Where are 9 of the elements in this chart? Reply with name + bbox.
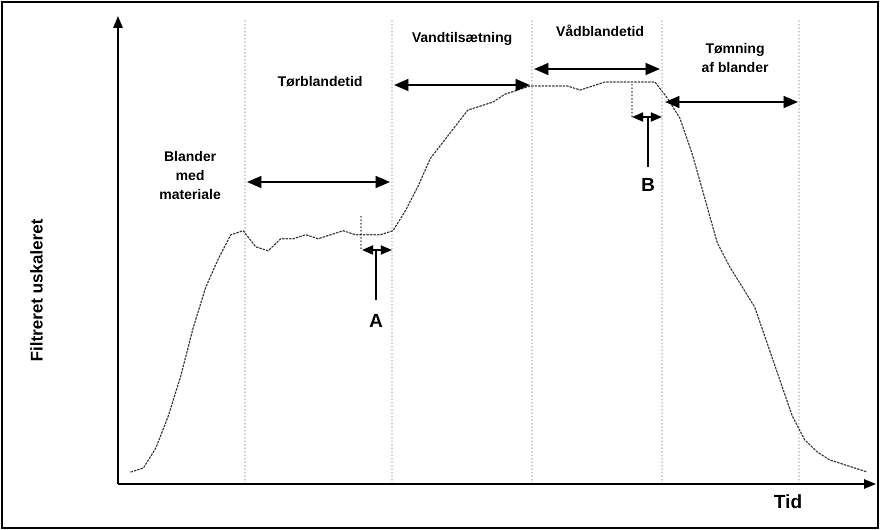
annotation: Blander med materiale [159,148,221,202]
annotation: Tørblandetid [278,72,362,89]
text: Tømning af blander [702,40,769,75]
annotation: B [641,175,655,196]
text: Vandtilsætning [412,28,512,45]
y-axis-title: Filtreret uskaleret [27,218,46,362]
x-axis-title: Tid [774,492,802,513]
annotation: A [369,311,384,332]
text: Vådblandetid [556,22,644,39]
